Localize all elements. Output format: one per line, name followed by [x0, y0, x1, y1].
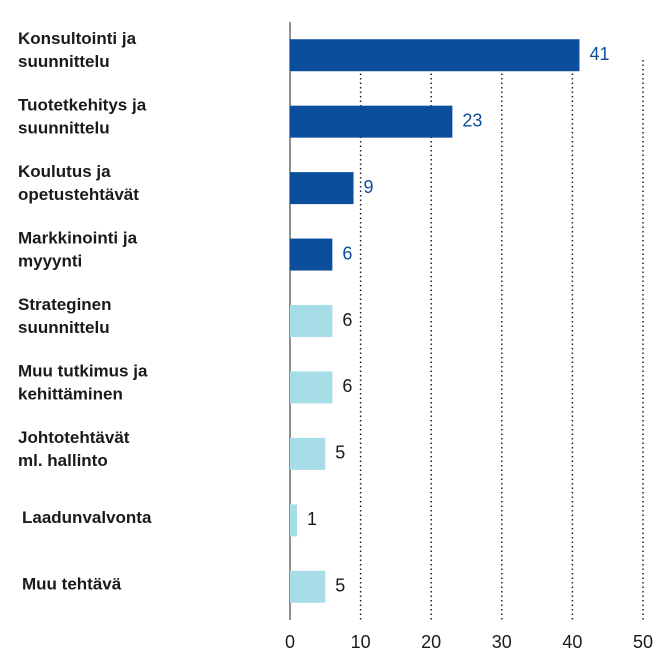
category-label: suunnittelu	[18, 318, 110, 337]
value-label: 5	[335, 443, 345, 463]
category-label: Koulutus ja	[18, 162, 111, 181]
value-label: 5	[335, 576, 345, 596]
category-label: opetustehtävät	[18, 185, 139, 204]
category-label: Konsultointi ja	[18, 29, 137, 48]
bar	[290, 437, 326, 470]
bar	[290, 172, 354, 205]
category-label: Laadunvalvonta	[22, 508, 152, 527]
category-label: Johtotehtävät	[18, 428, 130, 447]
category-label: suunnittelu	[18, 52, 110, 71]
x-tick-label: 40	[562, 632, 582, 652]
category-label: Muu tutkimus ja	[18, 361, 148, 380]
value-label: 1	[307, 509, 317, 529]
x-tick-label: 10	[351, 632, 371, 652]
bar	[290, 570, 326, 603]
category-label: Markkinointi ja	[18, 229, 138, 248]
value-label: 41	[589, 44, 609, 64]
value-label: 6	[342, 376, 352, 396]
category-label: ml. hallinto	[18, 451, 108, 470]
category-label: suunnittelu	[18, 119, 110, 138]
category-label: Strateginen	[18, 295, 112, 314]
x-tick-label: 50	[633, 632, 653, 652]
x-tick-label: 30	[492, 632, 512, 652]
bar	[290, 305, 333, 337]
x-tick-label: 20	[421, 632, 441, 652]
category-label: Tuotetkehitys ja	[18, 96, 147, 115]
bar	[290, 371, 333, 404]
category-label: Muu tehtävä	[22, 574, 122, 593]
bar	[290, 238, 333, 271]
bar	[290, 39, 580, 72]
value-label: 23	[462, 110, 482, 130]
category-label: kehittäminen	[18, 384, 123, 403]
value-label: 9	[364, 177, 374, 197]
bar	[290, 105, 453, 138]
x-tick-label: 0	[285, 632, 295, 652]
value-label: 6	[342, 243, 352, 263]
value-label: 6	[342, 310, 352, 330]
bar	[290, 504, 298, 537]
category-label: myyynti	[18, 252, 82, 271]
